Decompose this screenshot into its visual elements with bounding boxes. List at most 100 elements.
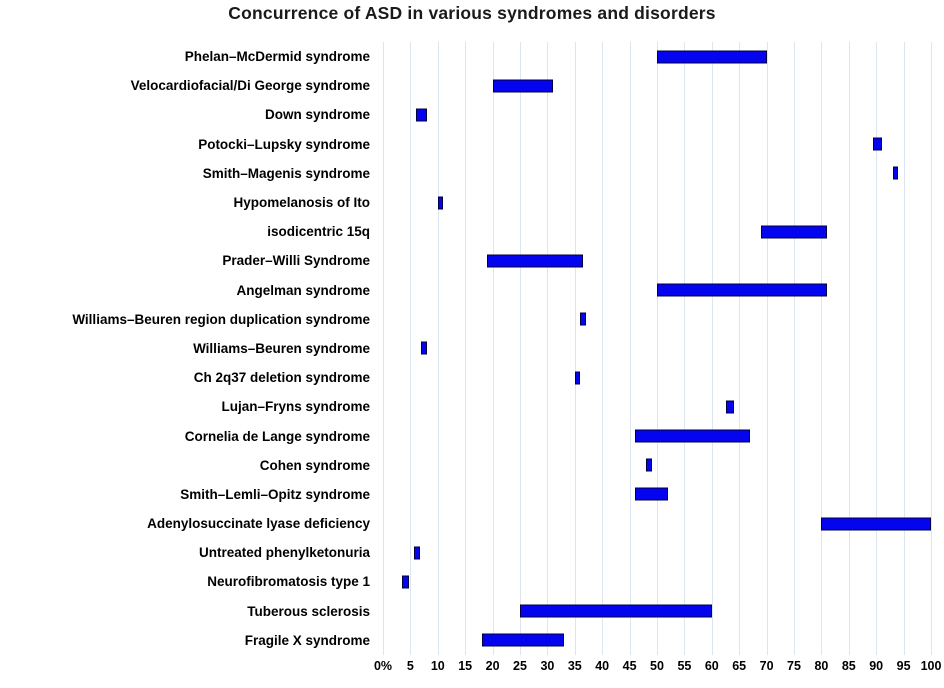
gridline	[766, 42, 768, 655]
gridline	[657, 42, 658, 655]
bar-track	[383, 334, 931, 363]
table-row: Lujan–Fryns syndrome	[0, 392, 944, 421]
category-label: Smith–Lemli–Opitz syndrome	[180, 486, 370, 502]
range-bar	[520, 604, 712, 618]
range-bar	[646, 458, 652, 472]
range-bar	[402, 575, 410, 589]
bar-track	[383, 71, 931, 100]
table-row: Tuberous sclerosis	[0, 597, 944, 626]
bar-track	[383, 567, 931, 596]
category-label: Adenylosuccinate lyase deficiency	[147, 516, 370, 532]
category-label: isodicentric 15q	[267, 224, 370, 240]
gridline	[684, 42, 686, 655]
table-row: Angelman syndrome	[0, 276, 944, 305]
range-bar	[635, 487, 668, 501]
bar-rows-container: Phelan–McDermid syndrome Velocardiofacial…	[0, 42, 944, 655]
category-label: Down syndrome	[264, 107, 370, 123]
table-row: Prader–Willi Syndrome	[0, 246, 944, 275]
range-bar	[487, 254, 583, 268]
x-tick-label: 60	[704, 659, 719, 673]
table-row: isodicentric 15q	[0, 217, 944, 246]
bar-track	[383, 509, 931, 538]
bar-track	[383, 451, 931, 480]
category-label: Ch 2q37 deletion syndrome	[193, 370, 370, 386]
bar-track	[383, 305, 931, 334]
gridline	[574, 42, 576, 655]
x-tick-label: 75	[787, 659, 801, 673]
x-tick-label: 50	[650, 659, 664, 673]
table-row: Cohen syndrome	[0, 451, 944, 480]
table-row: Ch 2q37 deletion syndrome	[0, 363, 944, 392]
bar-track	[383, 246, 931, 275]
range-bar	[657, 283, 827, 297]
gridline	[437, 42, 439, 655]
plot-area	[383, 42, 932, 655]
table-row: Neurofibromatosis type 1	[0, 567, 944, 596]
category-label: Williams–Beuren region duplication syndr…	[72, 311, 370, 327]
x-tick-label: 5	[406, 659, 414, 673]
category-label: Untreated phenylketonuria	[198, 545, 370, 561]
x-tick-label: 80	[814, 659, 829, 673]
bar-track	[383, 159, 931, 188]
x-tick-label: 85	[841, 659, 856, 673]
x-tick-label: 90	[869, 659, 884, 673]
bar-track	[383, 363, 931, 392]
gridline	[794, 42, 795, 655]
table-row: Untreated phenylketonuria	[0, 538, 944, 567]
table-row: Down syndrome	[0, 100, 944, 129]
gridline	[931, 42, 932, 655]
x-tick-label: 10	[430, 659, 445, 673]
table-row: Phelan–McDermid syndrome	[0, 42, 944, 71]
gridline	[547, 42, 549, 655]
gridline	[848, 42, 850, 655]
category-label: Velocardiofacial/Di George syndrome	[130, 78, 370, 94]
table-row: Smith–Magenis syndrome	[0, 159, 944, 188]
category-label: Fragile X syndrome	[244, 632, 370, 648]
table-row: Velocardiofacial/Di George syndrome	[0, 71, 944, 100]
table-row: Williams–Beuren syndrome	[0, 334, 944, 363]
range-bar	[481, 633, 564, 647]
range-bar	[821, 517, 931, 531]
gridline	[821, 42, 823, 655]
gridline	[602, 42, 604, 655]
category-label: Cohen syndrome	[259, 457, 370, 473]
category-label: Hypomelanosis of Ito	[233, 195, 370, 211]
category-label: Neurofibromatosis type 1	[207, 574, 370, 590]
range-bar	[421, 341, 427, 355]
bar-track	[383, 217, 931, 246]
bar-track	[383, 42, 931, 71]
table-row: Fragile X syndrome	[0, 626, 944, 655]
gridline	[383, 42, 384, 655]
range-bar	[414, 546, 420, 560]
category-label: Williams–Beuren syndrome	[193, 340, 370, 356]
bar-track	[383, 597, 931, 626]
range-bar	[437, 196, 444, 210]
range-bar	[415, 108, 427, 122]
range-bar	[873, 137, 882, 151]
bar-track	[383, 480, 931, 509]
category-label: Smith–Magenis syndrome	[202, 165, 370, 181]
range-bar	[635, 429, 751, 443]
gridline	[465, 42, 467, 655]
category-label: Tuberous sclerosis	[247, 603, 370, 619]
x-tick-label: 45	[622, 659, 637, 673]
chart-title: Concurrence of ASD in various syndromes …	[228, 3, 716, 23]
gridline	[410, 42, 412, 655]
table-row: Hypomelanosis of Ito	[0, 188, 944, 217]
bar-track	[383, 626, 931, 655]
x-tick-label: 65	[732, 659, 747, 673]
gridline	[739, 42, 741, 655]
x-tick-label: 30	[540, 659, 555, 673]
category-label: Phelan–McDermid syndrome	[184, 49, 370, 65]
bar-track	[383, 188, 931, 217]
x-axis: 0% 5 10 15 20 25 30 35 40 45 50 55 60 65 70 75 80 85 90 95 1…	[374, 659, 941, 679]
x-tick-label: 55	[677, 659, 692, 673]
bar-track	[383, 100, 931, 129]
x-tick-label: 100	[920, 659, 942, 673]
bar-track	[383, 421, 931, 450]
category-label: Potocki–Lupsky syndrome	[198, 136, 370, 152]
bar-track	[383, 538, 931, 567]
gridline	[520, 42, 521, 655]
bar-track	[383, 130, 931, 159]
